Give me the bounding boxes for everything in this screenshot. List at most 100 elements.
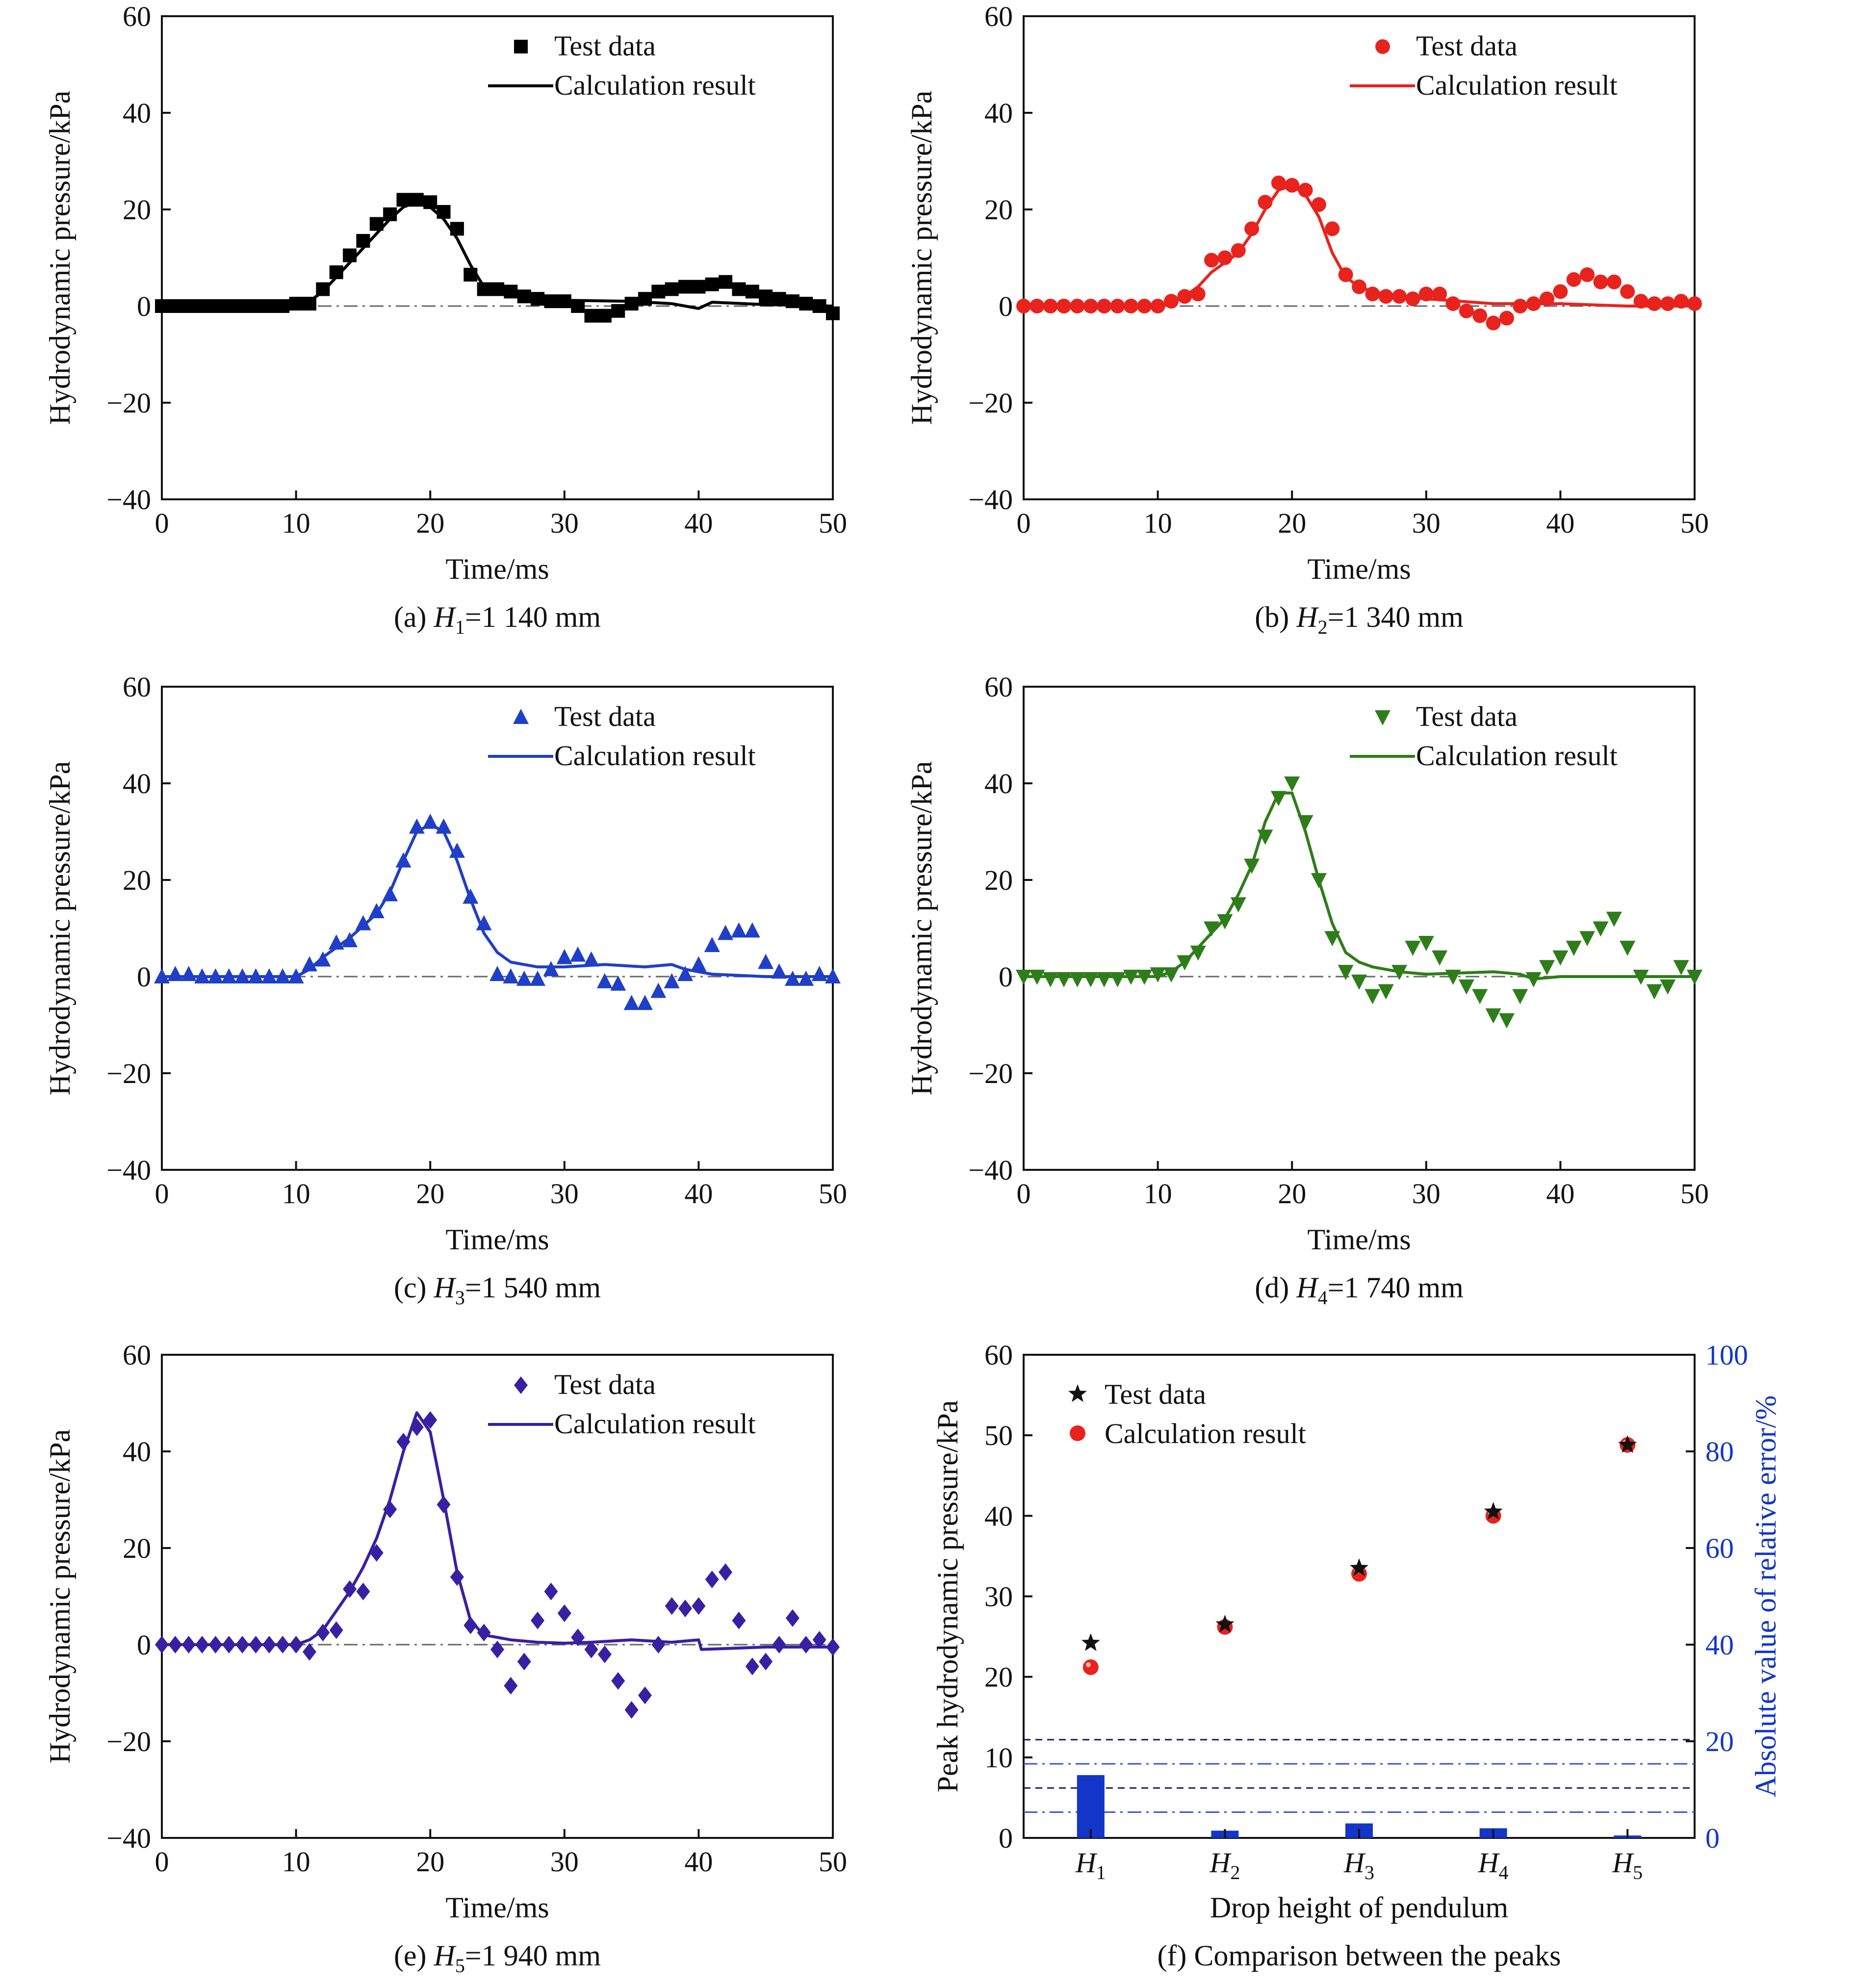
legend-test-marker bbox=[514, 1376, 528, 1394]
test-point bbox=[1539, 960, 1555, 976]
test-point bbox=[719, 275, 733, 289]
test-point bbox=[1230, 897, 1246, 913]
test-point bbox=[665, 282, 679, 296]
test-point bbox=[422, 813, 438, 829]
y-tick-label: 60 bbox=[984, 0, 1013, 32]
x-tick-label: 0 bbox=[1017, 507, 1031, 539]
y-tick-label: 40 bbox=[984, 768, 1013, 800]
calc-line bbox=[1024, 791, 1695, 981]
x-tick-label: 20 bbox=[416, 1846, 444, 1878]
test-point bbox=[181, 299, 196, 313]
calc-line bbox=[162, 1411, 833, 1651]
test-point bbox=[1231, 243, 1246, 258]
test-point bbox=[464, 267, 478, 282]
calc-line bbox=[162, 823, 833, 978]
y-tick-label: −40 bbox=[106, 484, 151, 516]
test-point bbox=[732, 282, 746, 296]
x-tick-label: 0 bbox=[155, 1178, 169, 1210]
test-point bbox=[1190, 286, 1206, 302]
test-point bbox=[812, 299, 826, 313]
y-tick-label: −20 bbox=[106, 1726, 151, 1757]
test-point bbox=[1110, 299, 1125, 313]
test-point bbox=[490, 1640, 504, 1658]
legend-test-marker bbox=[514, 40, 528, 53]
test-point bbox=[262, 299, 276, 313]
legend-test-marker bbox=[1375, 39, 1390, 54]
y-tick-label: −40 bbox=[106, 1154, 151, 1186]
test-point bbox=[678, 280, 693, 294]
y-tick-label: 60 bbox=[984, 671, 1013, 703]
test-point bbox=[382, 886, 398, 902]
test-point bbox=[1378, 984, 1394, 1000]
test-point bbox=[154, 968, 170, 983]
test-point bbox=[1418, 936, 1434, 952]
x-tick-label: 0 bbox=[1017, 1178, 1031, 1210]
test-point bbox=[477, 282, 491, 296]
test-point bbox=[1378, 289, 1393, 304]
test-point bbox=[1177, 289, 1192, 304]
y-tick-label: 20 bbox=[984, 1661, 1013, 1693]
test-point bbox=[785, 294, 799, 309]
test-peak-point bbox=[1215, 1615, 1235, 1633]
legend-test-label: Test data bbox=[554, 1368, 656, 1400]
test-markers bbox=[155, 193, 840, 323]
legend-star-marker bbox=[1068, 1384, 1087, 1402]
y-tick-label: 0 bbox=[999, 961, 1013, 993]
test-point bbox=[477, 1624, 491, 1642]
test-point bbox=[235, 299, 250, 313]
test-point bbox=[301, 956, 317, 972]
test-point bbox=[1459, 303, 1474, 318]
test-point bbox=[1620, 284, 1635, 299]
test-point bbox=[369, 1544, 384, 1562]
x-tick-label: 20 bbox=[416, 1178, 444, 1210]
legend-calc-label: Calculation result bbox=[554, 69, 756, 101]
test-point bbox=[437, 1496, 451, 1514]
test-point bbox=[316, 1624, 330, 1642]
test-point bbox=[1525, 972, 1542, 987]
x-tick-label: 50 bbox=[1680, 1178, 1709, 1210]
test-peak-point bbox=[1350, 1558, 1368, 1576]
test-point bbox=[1552, 950, 1569, 966]
test-point bbox=[1069, 972, 1085, 987]
test-point bbox=[1472, 308, 1488, 323]
y2-tick-label: 40 bbox=[1705, 1629, 1734, 1661]
test-point bbox=[732, 1611, 746, 1629]
x-tick-label: 10 bbox=[1144, 507, 1172, 539]
test-point bbox=[812, 1631, 826, 1649]
y-tick-label: 40 bbox=[123, 1436, 151, 1468]
test-markers bbox=[1016, 175, 1702, 331]
plot-frame bbox=[1023, 686, 1696, 1171]
test-point bbox=[1646, 984, 1662, 1000]
test-point bbox=[315, 951, 331, 967]
test-point bbox=[396, 193, 411, 207]
test-point bbox=[678, 1600, 693, 1618]
panel-caption: (b) H2=1 340 mm bbox=[1255, 601, 1464, 638]
test-point bbox=[1217, 914, 1233, 929]
y-tick-label: −20 bbox=[968, 1058, 1013, 1089]
x-tick-label: 0 bbox=[155, 1846, 169, 1878]
y-tick-label: 60 bbox=[123, 0, 151, 32]
test-point bbox=[719, 1563, 733, 1581]
panel-d: 0 10 20 30 40 50 −40 −20 0 20 40 60 Time/ms Hydrodyna… bbox=[905, 671, 1709, 1309]
test-point bbox=[355, 915, 371, 930]
test-point bbox=[705, 277, 719, 291]
test-point bbox=[423, 1411, 438, 1429]
test-point bbox=[785, 1609, 799, 1627]
test-point bbox=[692, 1597, 706, 1615]
x-tick-label: 20 bbox=[1278, 1178, 1306, 1210]
test-point bbox=[1540, 291, 1555, 307]
test-point bbox=[584, 1640, 598, 1658]
test-point bbox=[289, 1636, 303, 1653]
plot-frame bbox=[161, 15, 834, 500]
test-point bbox=[208, 1636, 223, 1653]
x-tick-label: 20 bbox=[416, 507, 444, 539]
category-label: H1 bbox=[1075, 1847, 1106, 1884]
test-point bbox=[316, 282, 330, 296]
test-peak-point bbox=[1618, 1435, 1637, 1453]
test-point bbox=[624, 297, 639, 311]
test-point bbox=[571, 1628, 585, 1647]
y-tick-label: 60 bbox=[984, 1339, 1013, 1371]
x-tick-label: 30 bbox=[550, 1846, 579, 1878]
legend-test-label: Test data bbox=[554, 700, 656, 732]
y-tick-label: −40 bbox=[968, 484, 1013, 516]
